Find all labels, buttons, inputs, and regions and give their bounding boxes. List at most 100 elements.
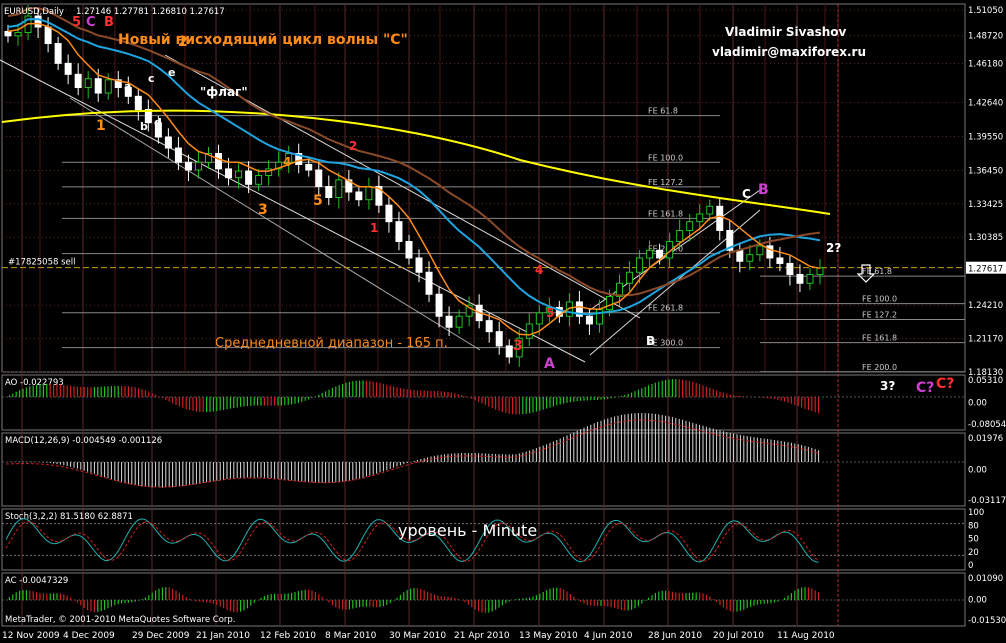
wave-label: B (758, 182, 769, 198)
indicator-tick-label: 0 (968, 561, 973, 571)
fibo-label: FE 61.8 (648, 107, 678, 116)
wave-label: 4 (283, 155, 291, 169)
candle-body (44, 26, 52, 45)
channel-mid (69, 97, 481, 351)
copyright-text: MetaTrader, © 2001-2010 MetaQuotes Softw… (5, 615, 235, 625)
wave-label: A (544, 356, 555, 372)
down-arrow-icon (856, 264, 876, 283)
wave-label: "флаг" (200, 85, 248, 99)
candle-body (465, 304, 473, 317)
panel-frame-2 (1, 432, 966, 507)
indicator-tick-label: 50 (968, 535, 979, 545)
current-price-label: 1.27617 (968, 265, 1003, 275)
candle-body (305, 163, 313, 171)
candle-body (676, 229, 684, 242)
wave-label: 5 (313, 193, 323, 209)
candle-body (355, 191, 363, 201)
up-channel-upper (589, 189, 761, 311)
headline-text: Новый нисходящий цикл волны "С" (118, 32, 408, 48)
channel-lower (0, 59, 586, 363)
indicator-tick-label: -0.01530 (968, 616, 1006, 626)
ac-bars (8, 587, 820, 613)
wave-label: d (154, 116, 162, 129)
candle-body (114, 79, 122, 89)
candle-body (255, 174, 263, 185)
price-tick-label: 1.42640 (968, 98, 1003, 108)
wave-label: 3? (880, 379, 895, 393)
wave-label: C (742, 187, 751, 201)
candle-body (505, 345, 513, 358)
candle-body (4, 30, 12, 37)
ma-yellow-line (1, 109, 831, 215)
ma-blue-line (7, 18, 821, 316)
candle-body (345, 179, 353, 193)
fibo-right-label: FE 161.8 (862, 334, 897, 343)
date-tick-label: 12 Feb 2010 (260, 631, 316, 641)
candle-body (204, 153, 212, 163)
date-tick-label: 13 May 2010 (519, 631, 578, 641)
candle-body (154, 122, 162, 138)
candle-body (315, 169, 323, 187)
candle-body (285, 153, 293, 163)
candle-body (766, 245, 774, 259)
fibo-right-label: FE 200.0 (862, 363, 897, 372)
candle-body (605, 295, 613, 311)
candle-body (275, 161, 283, 170)
wave-label: B (104, 15, 114, 30)
macd-signal-line (5, 419, 819, 488)
fibo-label: FE 300.0 (648, 339, 683, 348)
candle-body (646, 249, 654, 259)
panel-frame-0 (1, 3, 966, 373)
date-tick-label: 28 Jun 2010 (648, 631, 702, 641)
date-tick-label: 21 Jan 2010 (196, 631, 250, 641)
date-tick-label: 20 Jul 2010 (713, 631, 764, 641)
wave-label: B (646, 334, 655, 348)
candle-body (435, 293, 443, 317)
price-tick-label: 1.21170 (968, 335, 1003, 345)
candle-body (455, 315, 463, 328)
indicator-title: Stoch(3,2,2) 81.5180 62.8871 (5, 512, 133, 522)
price-tick-label: 1.39550 (968, 132, 1003, 142)
date-tick-label: 21 Apr 2010 (454, 631, 510, 641)
indicator-tick-label: -0.03117 (968, 496, 1006, 506)
candle-body (325, 185, 333, 198)
ma-brown-line (7, 7, 821, 297)
fibo-right-label: FE 127.2 (862, 311, 897, 320)
candle-body (144, 109, 152, 124)
wave-label: 1 (370, 221, 378, 235)
ma-orange-line (7, 22, 821, 336)
macd-bars (8, 413, 820, 488)
wave-label: a (124, 80, 131, 93)
candle-body (535, 312, 543, 325)
author-email: vladimir@maxiforex.ru (712, 45, 866, 59)
candle-body (806, 273, 814, 284)
candle-body (245, 170, 253, 185)
indicator-tick-label: 0.01976 (968, 434, 1003, 444)
candle-body (786, 262, 794, 275)
candle-body (124, 87, 132, 97)
price-tick-label: 1.24210 (968, 301, 1003, 311)
candle-body (425, 271, 433, 295)
indicator-tick-label: 0.01090 (968, 574, 1003, 584)
stoch-main-line (5, 518, 819, 563)
candle-body (726, 229, 734, 251)
wave-label: 5 (546, 306, 554, 320)
candle-body (756, 245, 764, 256)
indicator-tick-label: 100 (968, 508, 984, 518)
candle-body (495, 331, 503, 347)
wave-label: e (168, 66, 175, 79)
candle-body (335, 179, 343, 198)
price-tick-label: 1.33425 (968, 200, 1003, 210)
candle-body (415, 257, 423, 273)
price-tick-label: 1.48720 (968, 32, 1003, 42)
candle-body (295, 153, 303, 165)
wave-label: 2? (826, 241, 841, 255)
candle-body (585, 315, 593, 325)
fibo-label: FE 100.0 (648, 153, 683, 162)
candle-body (395, 221, 403, 242)
candle-body (565, 301, 573, 317)
candle-body (94, 78, 102, 94)
date-tick-label: 30 Mar 2010 (389, 631, 446, 641)
candle-body (34, 15, 42, 28)
